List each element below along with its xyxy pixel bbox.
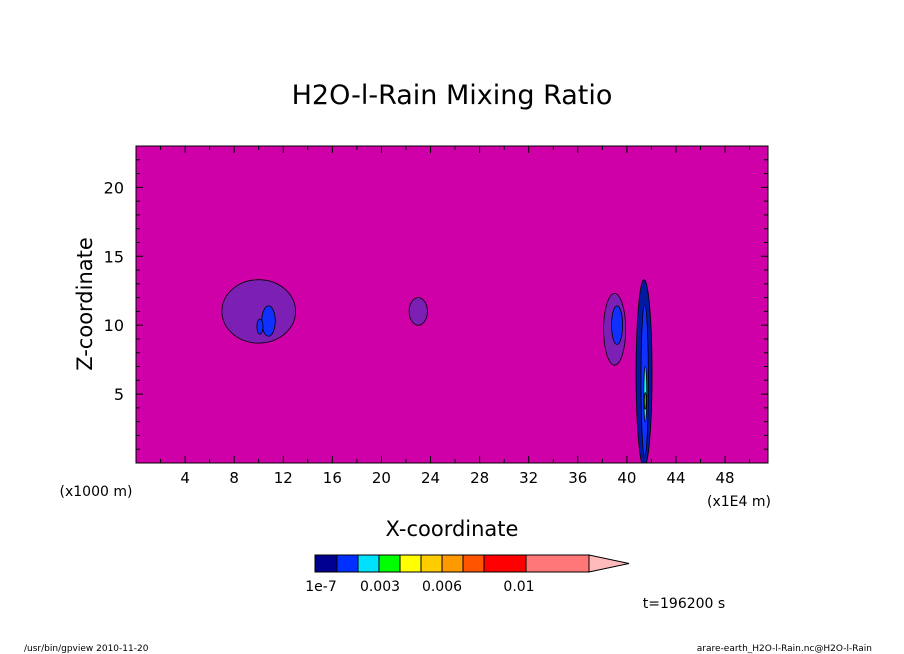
x-tick-label: 8 xyxy=(229,469,239,487)
x-axis-label: X-coordinate xyxy=(386,517,519,541)
colorbar-swatch xyxy=(462,554,485,573)
colorbar-extend-arrow xyxy=(588,554,630,573)
x-tick-label: 16 xyxy=(323,469,342,487)
x-tick-label: 28 xyxy=(470,469,489,487)
time-label: t=196200 s xyxy=(643,596,725,612)
colorbar-label: 0.006 xyxy=(422,579,462,595)
y-axis-label: Z-coordinate xyxy=(73,237,97,371)
x-tick-label: 44 xyxy=(666,469,685,487)
colorbar-swatch xyxy=(525,554,590,573)
x-tick-label: 20 xyxy=(372,469,391,487)
contour-feature-3 xyxy=(408,297,428,326)
x-tick-label: 24 xyxy=(421,469,440,487)
colorbar-swatch xyxy=(357,554,380,573)
x-offset-label: (x1000 m) xyxy=(60,484,133,500)
y-axis-ticks: 5 10 15 20 xyxy=(104,159,768,450)
y-tick-label: 5 xyxy=(114,385,124,404)
x-tick-label: 40 xyxy=(617,469,636,487)
contour-feature-5 xyxy=(611,305,623,345)
contour-feature-1 xyxy=(261,305,276,337)
colorbar-label: 0.01 xyxy=(503,579,534,595)
x-axis-ticks: 4 8 12 16 20 24 28 32 36 40 44 48 xyxy=(160,146,751,487)
colorbar-label: 0.003 xyxy=(360,579,400,595)
plot-frame xyxy=(135,145,769,464)
colorbar-swatch xyxy=(378,554,401,573)
colorbar-swatch xyxy=(483,554,527,573)
footer-right: arare-earth_H2O-l-Rain.nc@H2O-l-Rain xyxy=(697,644,872,654)
y-tick-label: 15 xyxy=(104,247,124,266)
colorbar-swatch xyxy=(441,554,464,573)
colorbar-swatch xyxy=(399,554,422,573)
contour-features xyxy=(221,279,653,463)
colorbar-swatch xyxy=(314,554,338,573)
colorbar-swatch xyxy=(336,554,359,573)
footer-left: /usr/bin/gpview 2010-11-20 xyxy=(24,644,149,654)
y-tick-label: 20 xyxy=(104,178,124,197)
colorbar-swatch xyxy=(420,554,443,573)
colorbar-label: 1e-7 xyxy=(305,579,336,595)
contour-feature-0 xyxy=(221,279,296,344)
x-tick-label: 12 xyxy=(274,469,293,487)
contour-feature-9 xyxy=(643,392,647,410)
colorbar: 1e-7 0.003 0.006 0.01 xyxy=(305,554,630,595)
x-tick-label: 4 xyxy=(180,469,190,487)
y-tick-label: 10 xyxy=(104,316,124,335)
x-tick-label: 48 xyxy=(716,469,735,487)
x-tick-label: 32 xyxy=(519,469,538,487)
x-unit-label: (x1E4 m) xyxy=(707,494,771,510)
x-tick-label: 36 xyxy=(568,469,587,487)
chart-title: H2O-l-Rain Mixing Ratio xyxy=(292,80,613,111)
contour-feature-2 xyxy=(256,318,264,335)
